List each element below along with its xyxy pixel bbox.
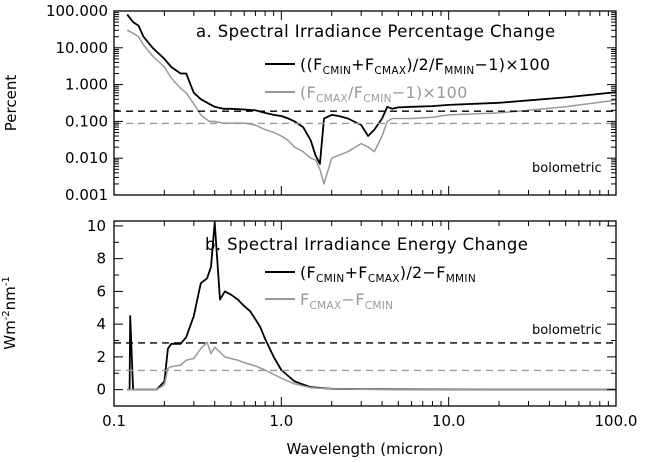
panel-b-frame — [113, 220, 617, 407]
panel-a-bolometric-label: bolometric — [532, 161, 602, 176]
panel-b-legend-black: (FCMIN+FCMAX)/2−FMMIN — [265, 263, 476, 285]
y-tick-label: 8 — [96, 250, 106, 268]
panel-a-ticks: 100.000 10.000 1.000 0.100 0.010 0.001 — [46, 2, 617, 204]
y-tick-label: 6 — [96, 282, 106, 300]
y-tick-label: 1.000 — [65, 76, 108, 94]
panel-b-energy-change: 0.1 1.0 10.0 100.0 0 2 4 6 8 10 b. Spectral Irrad… — [1, 217, 637, 458]
legend-label-black-a: ((FCMIN+FCMAX)/2/FMMIN−1)×100 — [300, 55, 550, 77]
legend-label-black-b: (FCMIN+FCMAX)/2−FMMIN — [300, 263, 476, 285]
panel-b-title: b. Spectral Irradiance Energy Change — [205, 235, 528, 254]
series-line — [126, 14, 616, 165]
series-line — [126, 29, 616, 185]
panel-a-percentage-change: 100.000 10.000 1.000 0.100 0.010 0.001 a. Spe… — [2, 2, 617, 204]
panel-a-frame — [113, 10, 617, 196]
y-tick-label: 100.000 — [46, 2, 108, 20]
y-tick-label: 10 — [87, 217, 106, 235]
x-tick-label: 1.0 — [269, 412, 293, 430]
panel-a-title: a. Spectral Irradiance Percentage Change — [196, 22, 556, 41]
panel-b-xlabel: Wavelength (micron) — [286, 440, 443, 458]
legend-label-grey-a: (FCMAX/FCMIN−1)×100 — [300, 83, 468, 105]
y-tick-label: 4 — [96, 315, 106, 333]
panel-a-series-layer — [114, 14, 616, 185]
panel-a-ylabel: Percent — [2, 75, 20, 132]
y-tick-label: 2 — [96, 348, 106, 366]
y-tick-label: 0.001 — [65, 186, 108, 204]
series-line — [127, 341, 616, 391]
panel-a-legend-black: ((FCMIN+FCMAX)/2/FMMIN−1)×100 — [265, 55, 550, 77]
x-tick-label: 10.0 — [432, 412, 465, 430]
x-tick-label: 100.0 — [595, 412, 638, 430]
y-tick-label: 0.100 — [65, 112, 108, 130]
legend-label-grey-b: FCMAX−FCMIN — [300, 290, 393, 312]
y-tick-label: 0 — [96, 381, 106, 399]
panel-b-ticks: 0.1 1.0 10.0 100.0 0 2 4 6 8 10 — [87, 217, 638, 430]
panel-a-legend-grey: (FCMAX/FCMIN−1)×100 — [265, 83, 468, 105]
panel-b-ylabel: Wm-2nm-1 — [1, 276, 19, 350]
panel-b-bolometric-label: bolometric — [532, 323, 602, 338]
x-tick-label: 0.1 — [102, 412, 126, 430]
y-tick-label: 0.010 — [65, 149, 108, 167]
y-tick-label: 10.000 — [56, 39, 109, 57]
panel-b-series-layer — [114, 221, 616, 391]
panel-b-legend-grey: FCMAX−FCMIN — [265, 290, 393, 312]
